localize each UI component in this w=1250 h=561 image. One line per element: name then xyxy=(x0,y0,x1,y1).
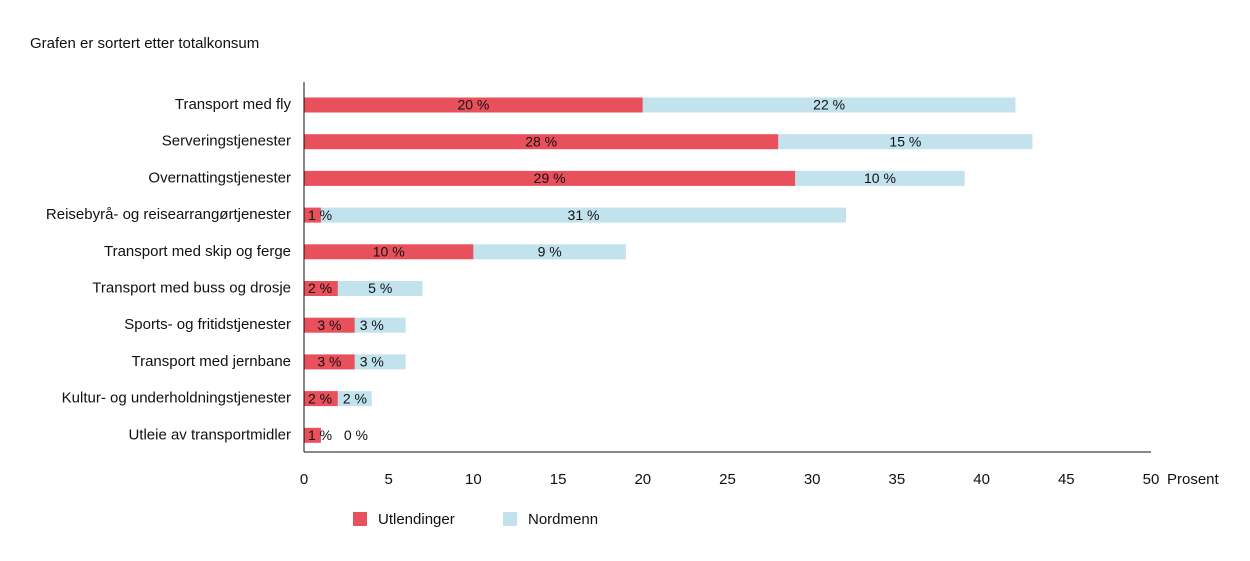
bar-utlendinger xyxy=(304,354,355,370)
category-label: Transport med jernbane xyxy=(131,353,291,370)
bar-utlendinger xyxy=(304,317,355,333)
data-label-utlendinger: 3 % xyxy=(317,317,341,333)
x-tick-label: 50 xyxy=(1143,471,1160,488)
category-label: Transport med skip og ferge xyxy=(104,243,291,260)
bars xyxy=(304,97,1033,443)
bar-utlendinger xyxy=(304,207,321,223)
bar-nordmenn xyxy=(337,281,423,296)
legend-label: Utlendinger xyxy=(378,511,455,528)
bar-utlendinger xyxy=(304,97,643,113)
bar-utlendinger xyxy=(304,244,474,260)
data-label-nordmenn: 3 % xyxy=(360,354,384,370)
category-label: Sports- og fritidstjenester xyxy=(124,316,291,333)
bar-nordmenn xyxy=(473,244,626,260)
x-axis-unit-label: Prosent xyxy=(1167,471,1220,488)
data-label-utlendinger: 1 % xyxy=(308,207,332,223)
data-label-utlendinger: 29 % xyxy=(534,170,566,186)
x-tick-label: 30 xyxy=(804,471,821,488)
legend: Utlendinger Nordmenn xyxy=(353,511,598,528)
category-label: Reisebyrå- og reisearrangørtjenester xyxy=(46,206,291,223)
data-labels: 20 % 22 % 28 % 15 % 29 % 10 % 1 % 31 % 10 % 9 % 2 … xyxy=(308,97,921,443)
legend-swatch xyxy=(503,512,517,526)
bar-nordmenn xyxy=(778,134,1033,150)
data-label-utlendinger: 28 % xyxy=(525,133,557,149)
bar-utlendinger xyxy=(304,170,796,186)
bar-nordmenn xyxy=(642,97,1016,113)
x-tick-labels: 0 5 10 15 20 25 30 35 40 45 50 xyxy=(300,471,1160,488)
data-label-utlendinger: 20 % xyxy=(457,97,489,113)
x-tick-label: 10 xyxy=(465,471,482,488)
x-tick-label: 15 xyxy=(550,471,567,488)
x-tick-label: 35 xyxy=(889,471,906,488)
data-label-nordmenn: 31 % xyxy=(568,207,600,223)
legend-swatch xyxy=(353,512,367,526)
data-label-nordmenn: 3 % xyxy=(360,317,384,333)
data-label-nordmenn: 10 % xyxy=(864,170,896,186)
bar-utlendinger xyxy=(304,281,338,296)
data-label-utlendinger: 10 % xyxy=(373,244,405,260)
data-label-utlendinger: 1 % xyxy=(308,427,332,443)
x-tick-label: 20 xyxy=(634,471,651,488)
category-label: Serveringstjenester xyxy=(162,133,291,150)
bar-nordmenn xyxy=(320,207,847,223)
bar-nordmenn xyxy=(795,170,965,186)
legend-label: Nordmenn xyxy=(528,511,598,528)
category-label: Transport med buss og drosje xyxy=(92,279,291,296)
category-labels: Transport med fly Serveringstjenester Over… xyxy=(46,96,292,443)
data-label-utlendinger: 2 % xyxy=(308,390,332,406)
x-tick-label: 45 xyxy=(1058,471,1075,488)
x-tick-label: 25 xyxy=(719,471,736,488)
category-label: Kultur- og underholdningstjenester xyxy=(62,390,291,407)
category-label: Transport med fly xyxy=(175,96,292,113)
x-tick-label: 5 xyxy=(385,471,393,488)
x-tick-label: 0 xyxy=(300,471,308,488)
bar-nordmenn xyxy=(354,317,406,333)
category-label: Overnattingstjenester xyxy=(148,169,291,186)
data-label-nordmenn: 9 % xyxy=(538,244,562,260)
data-label-nordmenn: 0 % xyxy=(344,427,368,443)
bar-nordmenn xyxy=(337,391,372,407)
data-label-utlendinger: 2 % xyxy=(308,280,332,296)
bar-nordmenn xyxy=(354,354,406,370)
data-label-nordmenn: 2 % xyxy=(343,390,367,406)
bar-utlendinger xyxy=(304,134,779,150)
chart-subtitle: Grafen er sortert etter totalkonsum xyxy=(30,35,259,52)
data-label-nordmenn: 15 % xyxy=(889,133,921,149)
data-label-nordmenn: 5 % xyxy=(368,280,392,296)
bar-utlendinger xyxy=(304,427,321,443)
data-label-nordmenn: 22 % xyxy=(813,97,845,113)
category-label: Utleie av transportmidler xyxy=(128,426,291,443)
bar-utlendinger xyxy=(304,391,338,407)
x-tick-label: 40 xyxy=(973,471,990,488)
data-label-utlendinger: 3 % xyxy=(317,354,341,370)
